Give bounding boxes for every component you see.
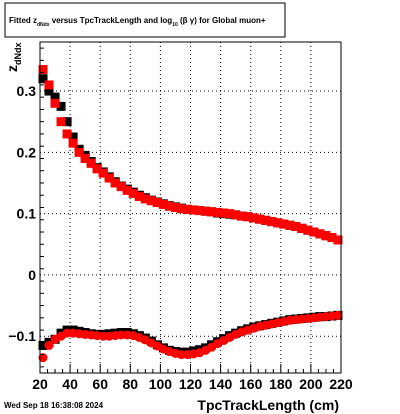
title-prefix-sub: dNdx xyxy=(37,22,50,28)
data-point xyxy=(333,235,343,245)
data-point xyxy=(291,222,301,232)
data-point xyxy=(92,164,102,174)
y-tick-label: 0 xyxy=(28,267,36,283)
data-point xyxy=(195,206,205,216)
title-middle: versus TpcTrackLength and log xyxy=(50,16,173,25)
data-point xyxy=(279,219,289,229)
footer-date: Wed Sep 18 16:38:08 2024 xyxy=(4,401,104,410)
x-tick-label: 140 xyxy=(209,376,233,392)
x-tick-label: 40 xyxy=(62,376,78,392)
x-tick-label: 220 xyxy=(329,376,353,392)
data-point xyxy=(243,212,253,222)
chart-title: Fitted zdNdx versus TpcTrackLength and l… xyxy=(9,16,266,28)
data-point xyxy=(110,178,120,188)
data-point xyxy=(44,340,54,350)
data-point xyxy=(44,86,54,96)
data-point xyxy=(146,196,156,206)
data-point xyxy=(189,205,199,215)
data-point xyxy=(176,204,186,214)
data-point xyxy=(68,132,78,142)
y-tick-label: 0.2 xyxy=(17,144,37,160)
data-point xyxy=(62,117,72,127)
data-point xyxy=(122,185,132,195)
data-point xyxy=(315,229,325,239)
title-middle-sub: 10 xyxy=(172,22,178,28)
data-point xyxy=(38,65,48,75)
data-point xyxy=(56,117,66,127)
series-2 xyxy=(38,65,343,245)
data-point xyxy=(38,340,48,350)
data-point xyxy=(213,207,223,217)
y-tick-label: −0.1 xyxy=(8,328,36,344)
data-point xyxy=(327,233,337,243)
data-point xyxy=(261,215,271,225)
data-point xyxy=(158,199,168,209)
x-tick-label: 60 xyxy=(92,376,108,392)
x-axis-title: TpcTrackLength (cm) xyxy=(197,397,339,413)
data-point xyxy=(164,201,174,211)
y-axis-title-main: z xyxy=(4,65,20,72)
data-layer xyxy=(38,65,343,363)
data-point xyxy=(255,214,265,224)
series-3 xyxy=(38,310,343,363)
data-point xyxy=(225,209,235,219)
title-prefix: Fitted z xyxy=(9,16,37,25)
data-point xyxy=(56,101,66,111)
data-point xyxy=(303,225,313,235)
data-point xyxy=(62,129,72,139)
data-point xyxy=(273,218,283,228)
y-tick-label: 0.3 xyxy=(17,83,37,99)
data-point xyxy=(285,220,295,230)
data-point xyxy=(182,204,192,214)
data-point xyxy=(44,80,54,90)
data-point xyxy=(237,211,247,221)
x-tick-label: 160 xyxy=(239,376,263,392)
data-point xyxy=(152,198,162,208)
data-point xyxy=(201,206,211,216)
data-point xyxy=(267,217,277,227)
data-point xyxy=(128,188,138,198)
data-point xyxy=(309,227,319,237)
x-tick-label: 120 xyxy=(179,376,203,392)
title-box xyxy=(4,2,286,38)
x-tick-label: 200 xyxy=(299,376,323,392)
data-point xyxy=(231,210,241,220)
data-point xyxy=(170,203,180,212)
data-point xyxy=(297,223,307,233)
data-point xyxy=(50,98,60,108)
data-point xyxy=(333,310,343,320)
y-tick-label: 0.1 xyxy=(17,206,37,222)
y-axis-title: zdNdx xyxy=(4,43,23,73)
data-point xyxy=(134,191,144,201)
data-point xyxy=(98,168,108,178)
data-point xyxy=(249,213,259,223)
data-point xyxy=(38,74,48,84)
title-suffix: (β γ) for Global muon+ xyxy=(178,16,266,25)
data-point xyxy=(140,194,150,204)
x-tick-label: 20 xyxy=(32,376,48,392)
data-point xyxy=(80,153,90,163)
data-point xyxy=(219,208,229,218)
data-point xyxy=(68,138,78,148)
data-point xyxy=(321,231,331,241)
x-tick-label: 80 xyxy=(123,376,139,392)
data-point xyxy=(38,353,48,363)
data-point xyxy=(116,182,126,192)
y-axis-title-sub: dNdx xyxy=(13,43,23,66)
data-point xyxy=(86,158,96,168)
ticks: 20 40 60 80 100 120 140 160 180 200 220 −0.1 0 0.1 0.2… xyxy=(8,47,353,392)
x-tick-label: 100 xyxy=(149,376,173,392)
data-point xyxy=(207,207,217,217)
data-point xyxy=(104,173,114,183)
data-point xyxy=(50,92,60,102)
data-point xyxy=(74,147,84,157)
x-tick-label: 180 xyxy=(269,376,293,392)
